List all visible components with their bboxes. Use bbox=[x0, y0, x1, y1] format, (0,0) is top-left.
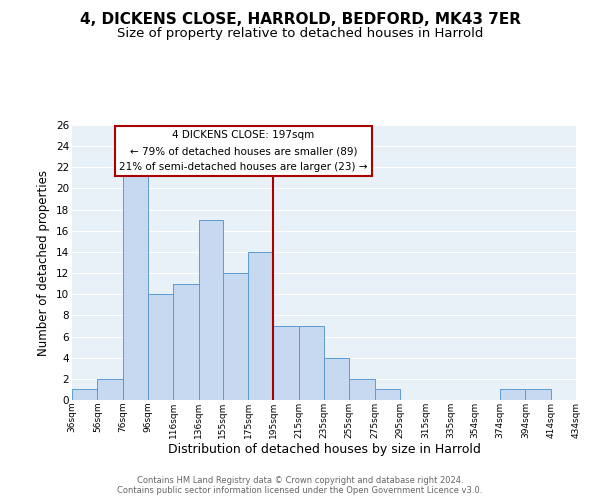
Bar bbox=[148, 294, 173, 400]
Bar bbox=[274, 326, 299, 400]
Bar bbox=[324, 358, 349, 400]
Text: Contains public sector information licensed under the Open Government Licence v3: Contains public sector information licen… bbox=[118, 486, 482, 495]
Bar bbox=[199, 220, 223, 400]
Text: 4 DICKENS CLOSE: 197sqm
← 79% of detached houses are smaller (89)
21% of semi-de: 4 DICKENS CLOSE: 197sqm ← 79% of detache… bbox=[119, 130, 368, 172]
Text: Contains HM Land Registry data © Crown copyright and database right 2024.: Contains HM Land Registry data © Crown c… bbox=[137, 476, 463, 485]
Bar bbox=[72, 390, 97, 400]
Text: 4, DICKENS CLOSE, HARROLD, BEDFORD, MK43 7ER: 4, DICKENS CLOSE, HARROLD, BEDFORD, MK43… bbox=[79, 12, 521, 28]
Bar bbox=[122, 168, 148, 400]
Bar bbox=[248, 252, 274, 400]
Bar bbox=[299, 326, 324, 400]
Bar bbox=[97, 379, 122, 400]
Bar bbox=[349, 379, 374, 400]
Bar bbox=[500, 390, 526, 400]
Bar bbox=[526, 390, 551, 400]
Text: Size of property relative to detached houses in Harrold: Size of property relative to detached ho… bbox=[117, 28, 483, 40]
Bar bbox=[374, 390, 400, 400]
Y-axis label: Number of detached properties: Number of detached properties bbox=[37, 170, 50, 356]
Bar bbox=[223, 273, 248, 400]
Bar bbox=[173, 284, 199, 400]
X-axis label: Distribution of detached houses by size in Harrold: Distribution of detached houses by size … bbox=[167, 444, 481, 456]
